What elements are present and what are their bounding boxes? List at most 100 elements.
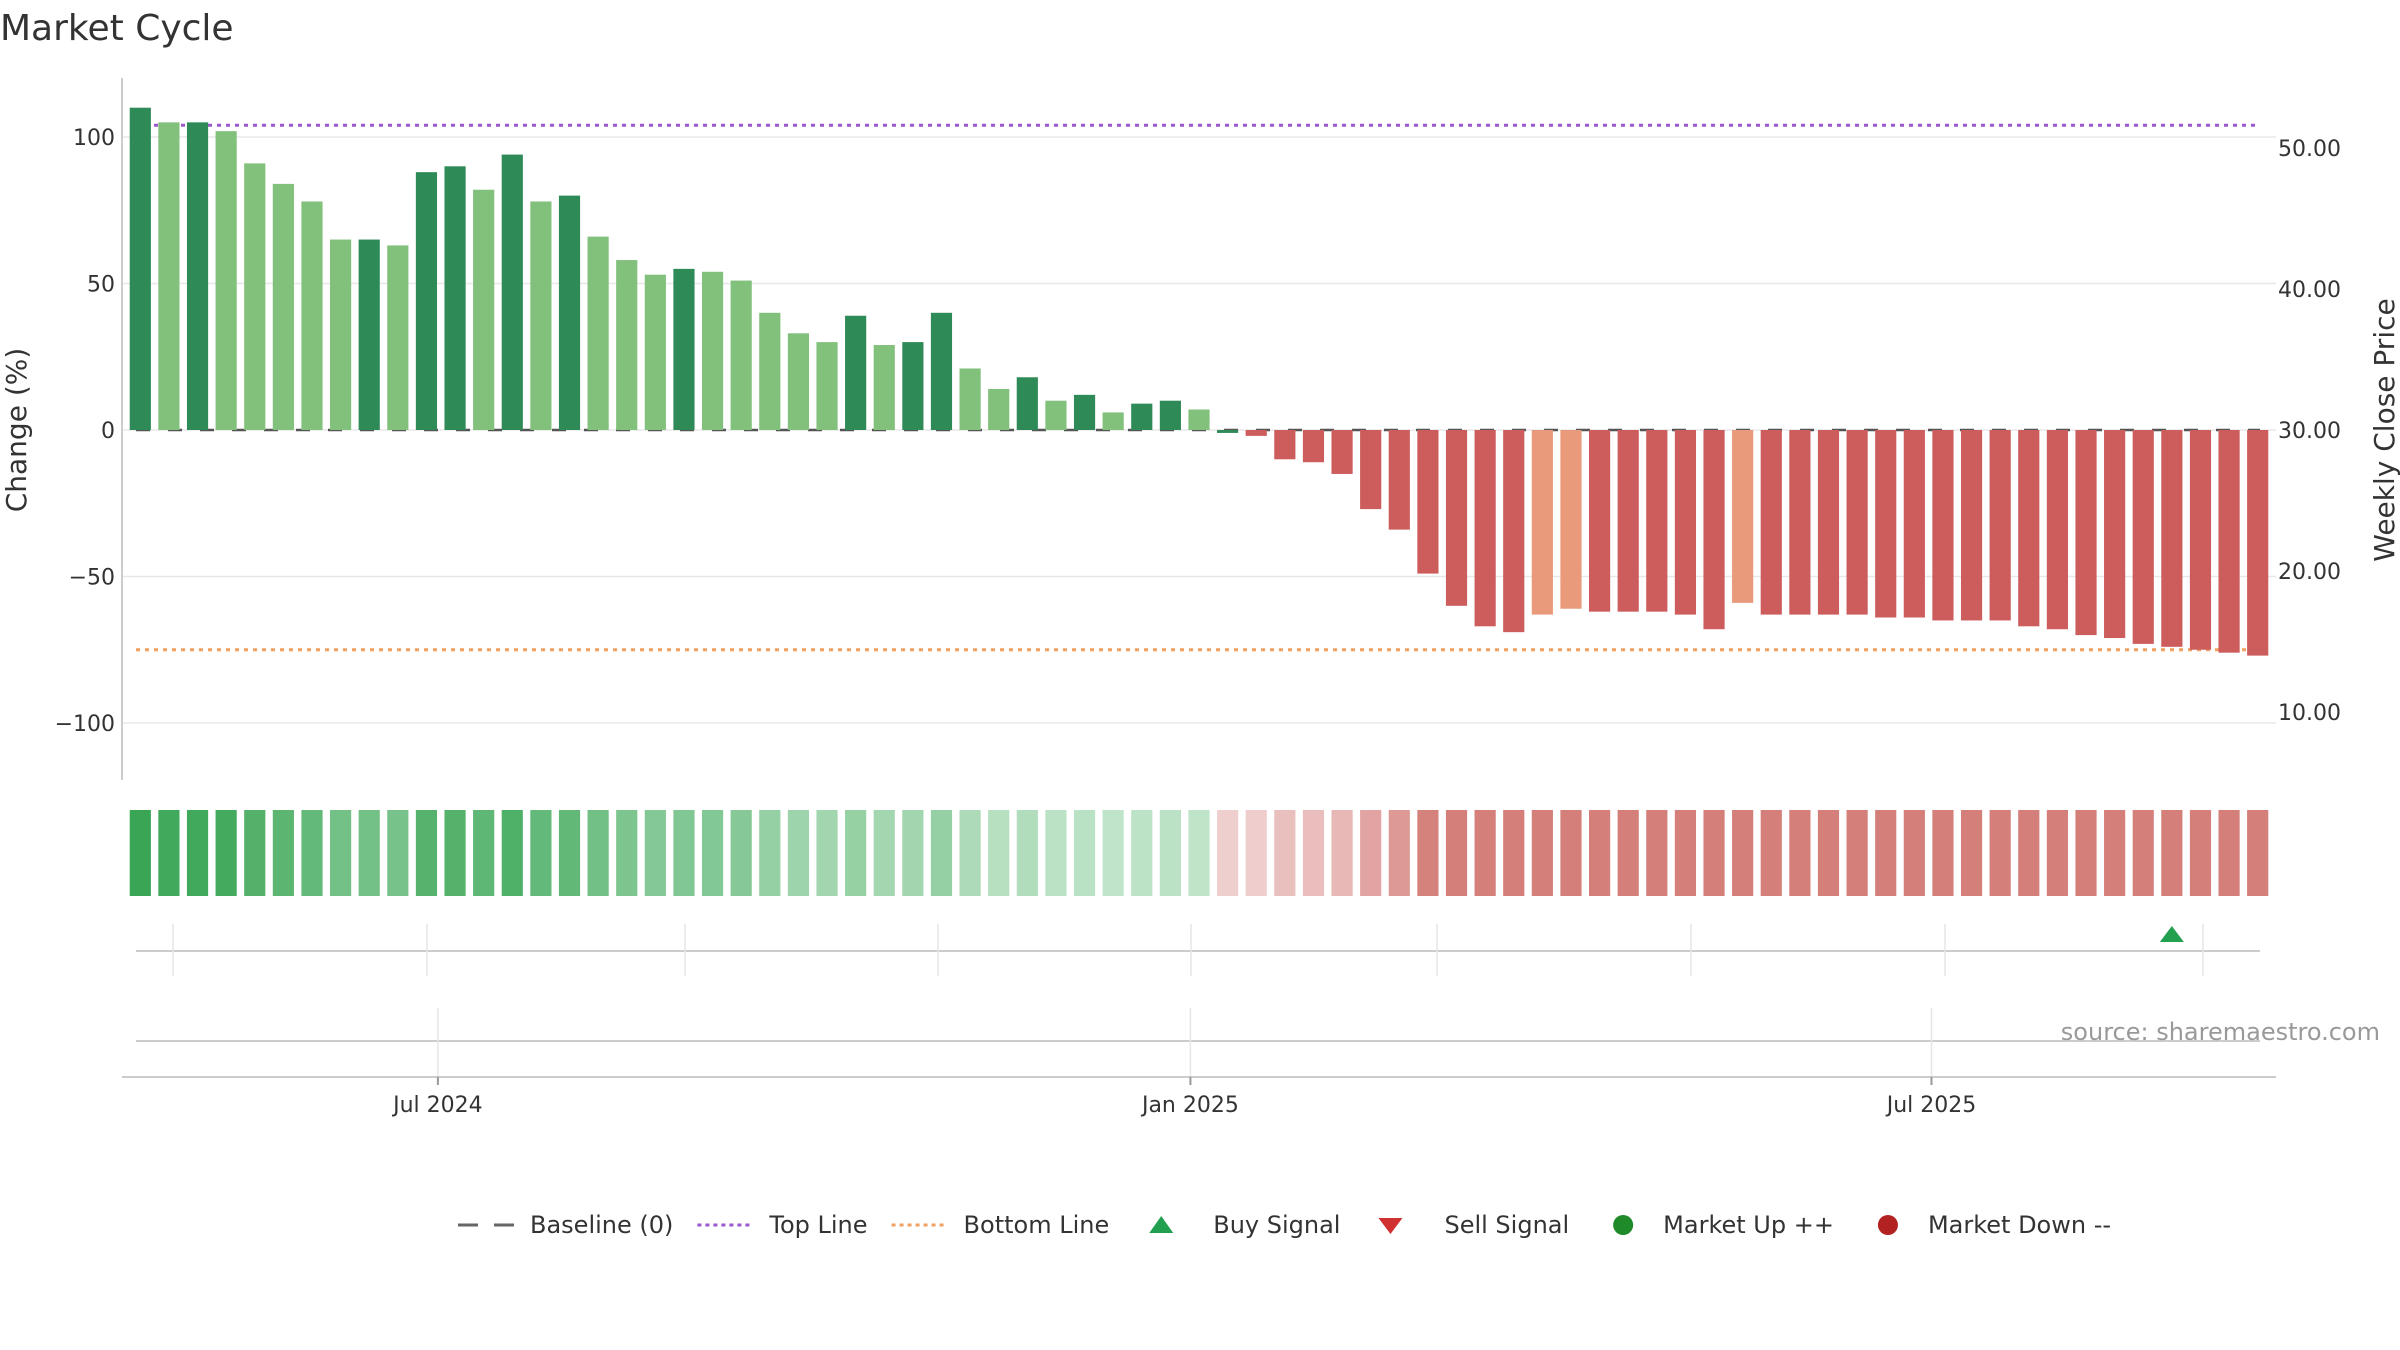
- bar: [2132, 430, 2154, 644]
- bar: [787, 333, 810, 430]
- bar: [1531, 430, 1553, 615]
- bar: [673, 268, 695, 430]
- bar: [215, 131, 237, 430]
- bar: [2018, 430, 2040, 627]
- bar: [1817, 430, 1840, 615]
- bar: [558, 195, 581, 430]
- heat-cell: [1560, 810, 1582, 896]
- y-axis-label-right: Weekly Close Price: [2368, 298, 2400, 561]
- bar: [129, 107, 151, 430]
- x-tick-label: Jul 2025: [1885, 1093, 1977, 1118]
- heat-cell: [244, 810, 266, 896]
- bar: [873, 345, 895, 430]
- heat-cell: [1789, 810, 1811, 896]
- heat-cell: [587, 810, 609, 896]
- bar: [1646, 430, 1668, 612]
- heat-cell: [1875, 810, 1897, 896]
- heat-cell: [501, 810, 523, 896]
- bar: [1159, 400, 1181, 430]
- heat-cell: [330, 810, 352, 896]
- y-tick-label-left: −50: [69, 566, 115, 591]
- bar: [358, 239, 380, 430]
- bar: [1989, 430, 2011, 621]
- heat-cell: [616, 810, 638, 896]
- legend-label: Baseline (0): [530, 1211, 673, 1239]
- bar: [1245, 430, 1267, 436]
- heat-cell: [2018, 810, 2040, 896]
- heat-cell: [1188, 810, 1210, 896]
- legend-item: Bottom Line: [891, 1211, 1110, 1239]
- heat-cell: [1760, 810, 1782, 896]
- heat-cell: [1102, 810, 1124, 896]
- heat-cell: [1445, 810, 1468, 896]
- heat-cell: [1159, 810, 1181, 896]
- axes: 100 50 0 −50 −100 50.00 40.00 30.00 20.00 10.00 Ju…: [55, 78, 2341, 1118]
- heat-cell: [415, 810, 438, 896]
- bar: [1474, 430, 1496, 627]
- heat-cell: [1331, 810, 1353, 896]
- legend-label: Buy Signal: [1213, 1211, 1340, 1239]
- heat-cell: [358, 810, 380, 896]
- bar: [1131, 403, 1153, 430]
- heat-cell: [1703, 810, 1725, 896]
- bar: [1703, 430, 1725, 630]
- heat-cell: [1503, 810, 1525, 896]
- heat-cell: [473, 810, 495, 896]
- bar: [988, 388, 1010, 430]
- heat-cell: [1131, 810, 1153, 896]
- bar: [1016, 377, 1038, 430]
- bar: [1617, 430, 1639, 612]
- bar: [2104, 430, 2126, 639]
- bar: [1760, 430, 1782, 615]
- legend-label: Market Up ++: [1663, 1211, 1834, 1239]
- heat-cell: [1245, 810, 1267, 896]
- heat-cell: [845, 810, 867, 896]
- heat-cell: [644, 810, 666, 896]
- heat-cell: [1045, 810, 1067, 896]
- bar: [1932, 430, 1954, 621]
- bar: [1331, 430, 1353, 474]
- legend-label: Top Line: [768, 1211, 867, 1239]
- bar: [444, 166, 466, 431]
- y-tick-label-right: 20.00: [2278, 560, 2341, 585]
- legend-label: Bottom Line: [964, 1211, 1110, 1239]
- bar: [1045, 400, 1067, 430]
- bar: [1846, 430, 1868, 615]
- heat-cell: [2218, 810, 2240, 896]
- bar: [1188, 409, 1210, 430]
- heat-cell: [673, 810, 695, 896]
- heat-cell: [558, 810, 581, 896]
- heat-cell: [1302, 810, 1325, 896]
- bar: [1388, 430, 1410, 530]
- bar: [1102, 412, 1124, 430]
- heat-cell: [1417, 810, 1439, 896]
- heat-cell: [701, 810, 724, 896]
- bar: [959, 368, 981, 430]
- bar: [473, 189, 495, 430]
- legend-marker-circle: [1877, 1215, 1898, 1235]
- heat-cell: [930, 810, 953, 896]
- heat-cell: [1016, 810, 1038, 896]
- heat-cell: [1932, 810, 1954, 896]
- heat-cell: [215, 810, 237, 896]
- legend-marker-buy: [1149, 1216, 1174, 1233]
- bar: [1217, 430, 1239, 433]
- heat-cell: [444, 810, 466, 896]
- bar: [186, 122, 209, 430]
- legend-label: Market Down --: [1928, 1211, 2111, 1239]
- heat-cell: [186, 810, 209, 896]
- heat-cell: [959, 810, 981, 896]
- bar: [701, 271, 724, 430]
- heat-cell: [1588, 810, 1611, 896]
- y-tick-label-left: 100: [73, 126, 115, 151]
- bar: [415, 172, 438, 430]
- bar: [1732, 430, 1754, 603]
- heat-cell: [1989, 810, 2011, 896]
- x-tick-label: Jan 2025: [1140, 1093, 1239, 1118]
- heat-cell: [1817, 810, 1840, 896]
- bars: [129, 107, 2269, 656]
- heat-cell: [1646, 810, 1668, 896]
- bar: [759, 312, 781, 430]
- heat-cell: [902, 810, 924, 896]
